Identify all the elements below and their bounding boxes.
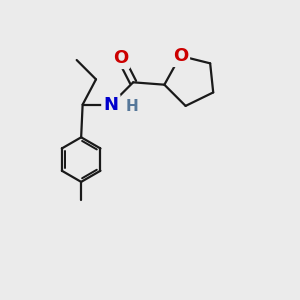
Text: O: O <box>113 49 128 67</box>
Text: O: O <box>173 47 188 65</box>
Text: H: H <box>126 100 139 115</box>
Text: N: N <box>103 96 118 114</box>
